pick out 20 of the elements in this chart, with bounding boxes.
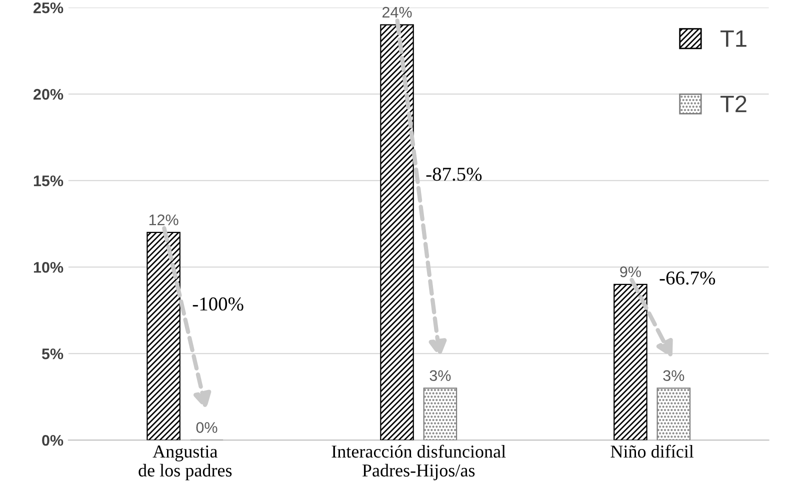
data-label: 9% [620,266,641,278]
annotation: -87.5% [426,168,482,181]
legend-label: T2 [720,96,746,112]
data-label: 24% [382,6,412,18]
data-label: 0% [196,422,218,433]
legend-label: T1 [720,30,746,47]
x-tick-label: Angustia de los padres [138,446,232,480]
data-label: 12% [149,214,178,226]
data-label: 3% [663,370,684,382]
annotation: -66.7% [660,271,716,285]
y-tick-label: 25% [34,2,64,14]
data-label: 3% [430,370,451,382]
y-tick-label: 15% [34,175,64,186]
y-tick-label: 0% [42,434,64,446]
y-tick-label: 5% [42,348,64,360]
annotation: -100% [192,297,244,311]
x-tick-label: Interacción disfuncional Padres-Hijos/as [332,444,506,480]
y-tick-label: 10% [34,262,64,273]
x-tick-label: Niño difícil [610,444,694,458]
y-tick-label: 20% [34,88,64,100]
